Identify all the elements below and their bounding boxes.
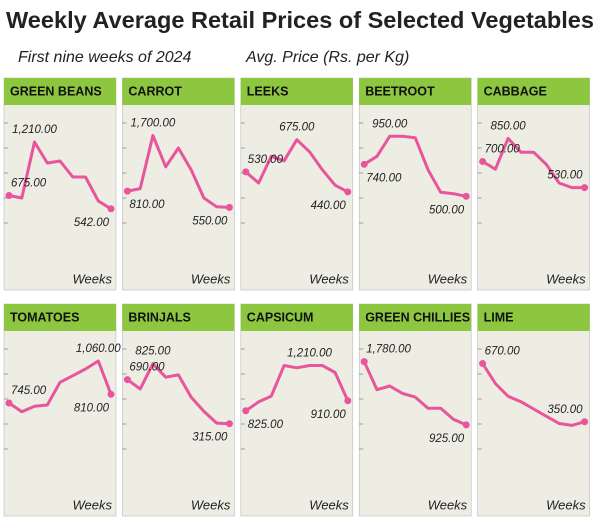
panel-header [122,78,235,105]
value-label: 1,060.00 [76,343,121,355]
end-dot [123,376,131,384]
y-axis-label: Avg. Price (Rs. per Kg) [245,49,409,66]
panel [358,303,472,517]
end-dot [581,418,589,426]
panel [3,77,117,291]
end-dot [123,187,131,195]
panel [122,303,235,517]
panel-title: GREEN BEANS [10,84,102,98]
value-label: 670.00 [485,346,521,358]
panel [240,303,354,517]
value-label: 530.00 [248,154,284,166]
value-label: 950.00 [372,118,408,130]
price-line [481,362,586,427]
end-dot [462,421,470,429]
value-label: 1,210.00 [12,124,57,136]
panel-title: CARROT [128,84,182,98]
x-axis-label: Weeks [191,271,231,286]
end-dot [344,188,352,196]
value-label: 810.00 [74,402,110,414]
value-label: 1,210.00 [287,348,332,360]
panel-title: LEEKS [247,84,289,98]
end-dot [242,168,250,176]
end-dot [107,205,115,213]
end-dot [360,358,368,366]
price-line [126,362,230,426]
x-axis-label: Weeks [546,497,586,512]
end-dot [344,397,352,405]
end-dot [479,157,487,165]
price-line [363,134,467,198]
x-axis-label: Weeks [428,271,468,286]
end-dot [462,192,470,200]
value-label: 745.00 [11,385,47,397]
x-axis-label: Weeks [73,497,113,512]
value-label: 825.00 [248,419,284,431]
price-line [8,140,112,211]
end-dot [5,399,13,407]
panel-title: BRINJALS [128,310,191,324]
x-axis-label: Weeks [191,497,231,512]
page-title: Weekly Average Retail Prices of Selected… [6,7,594,33]
price-line [8,359,113,414]
x-axis-label: Weeks [73,271,113,286]
panel-title: CAPSICUM [247,310,314,324]
value-label: 675.00 [279,122,315,134]
value-label: 910.00 [311,409,347,421]
panel-header [359,78,472,105]
value-label: 315.00 [192,432,228,444]
end-dot [581,184,589,192]
panel [122,77,235,291]
value-label: 1,780.00 [366,344,411,356]
subtitle: First nine weeks of 2024 [18,49,192,66]
panel-header [477,304,590,331]
value-label: 740.00 [366,172,402,184]
x-axis-label: Weeks [546,271,586,286]
panel-header [240,304,353,331]
panel [358,77,472,291]
value-label: 550.00 [192,215,228,227]
end-dot [225,203,233,211]
panel-header [477,78,590,105]
end-dot [360,160,368,168]
value-label: 700.00 [485,143,521,155]
value-label: 1,700.00 [131,118,176,130]
end-dot [225,420,233,428]
value-label: 675.00 [11,178,47,190]
end-dot [479,360,487,368]
panel-header [240,78,353,105]
x-axis-label: Weeks [428,497,468,512]
value-label: 825.00 [135,346,171,358]
panel-header [4,304,116,331]
panel-title: LIME [484,310,514,324]
value-label: 810.00 [129,199,165,211]
panel-header [4,78,116,105]
price-line [362,360,467,427]
price-line [127,134,230,209]
panel [477,77,590,291]
value-label: 690.00 [129,362,165,374]
value-label: 542.00 [74,217,110,229]
panel-title: BEETROOT [365,84,435,98]
value-label: 850.00 [491,120,527,132]
price-line [244,364,350,413]
end-dot [242,407,250,415]
price-line [481,136,585,190]
panel-title: TOMATOES [10,310,79,324]
panel-title: GREEN CHILLIES [365,310,470,324]
x-axis-label: Weeks [309,497,349,512]
value-label: 350.00 [547,404,583,416]
value-label: 500.00 [429,204,465,216]
end-dot [107,390,115,398]
x-axis-label: Weeks [309,271,349,286]
panel-title: CABBAGE [484,84,547,98]
panel-header [359,304,472,331]
value-label: 440.00 [311,200,347,212]
price-line [244,138,349,194]
value-label: 530.00 [547,170,583,182]
value-label: 925.00 [429,433,465,445]
end-dot [5,192,13,199]
panel-header [122,304,235,331]
